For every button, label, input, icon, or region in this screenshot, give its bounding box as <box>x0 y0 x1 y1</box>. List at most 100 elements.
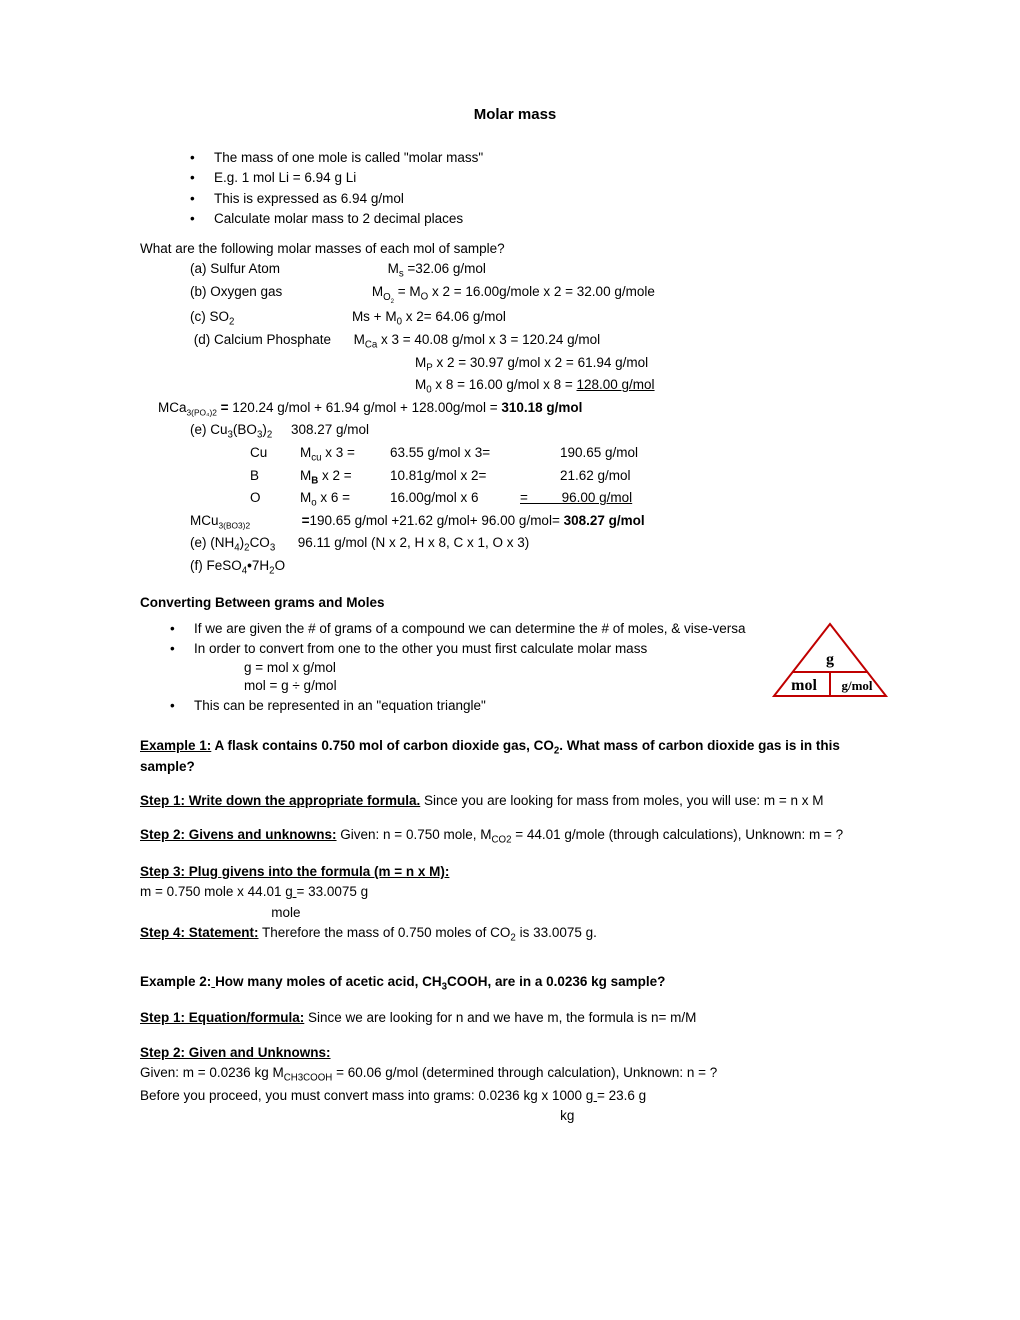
text: (e) (NH <box>190 535 234 550</box>
list-item: E.g. 1 mol Li = 6.94 g Li <box>190 169 890 187</box>
step-1: Step 1: Write down the appropriate formu… <box>140 792 890 810</box>
text: x 2 = 30.97 g/mol x 2 = 61.94 g/mol <box>433 355 648 370</box>
text: Mo x 6 = <box>300 489 390 510</box>
step-3-line1: m = 0.750 mole x 44.01 g = 33.0075 g <box>140 883 890 901</box>
text: CO <box>250 535 270 550</box>
text: In order to convert from one to the othe… <box>194 641 647 656</box>
text: Given: n = 0.750 mole, M <box>337 827 492 842</box>
document-page: Molar mass The mass of one mole is calle… <box>0 0 1020 1187</box>
step-heading: Step 2: Givens and unknowns: <box>140 827 337 842</box>
triangle-gmol-label: g/mol <box>841 678 872 693</box>
step-4: Step 4: Statement: Therefore the mass of… <box>140 924 890 945</box>
item-e: (e) Cu3(BO3)2 308.27 g/mol <box>190 421 890 442</box>
item-c: (c) SO2 Ms + M0 x 2= 64.06 g/mol <box>190 308 890 329</box>
text: m = 0.750 mole x 44.01 <box>140 884 285 899</box>
text: 190.65 g/mol +21.62 g/mol+ 96.00 g/mol= <box>310 513 564 528</box>
item-d-line3: M0 x 8 = 16.00 g/mol x 8 = 128.00 g/mol <box>415 376 890 397</box>
element-symbol: O <box>250 489 300 510</box>
list-item: This is expressed as 6.94 g/mol <box>190 190 890 208</box>
ex2-step-2-body: Given: m = 0.0236 kg MCH3COOH = 60.06 g/… <box>140 1064 890 1085</box>
text: Ms + M <box>352 309 397 324</box>
subscript: 3(BO3)2 <box>219 521 251 531</box>
example-label: Example 1: <box>140 738 211 753</box>
conversion-block: If we are given the # of grams of a comp… <box>140 620 890 727</box>
item-f: (f) FeSO4•7H2O <box>190 557 890 578</box>
text: Before you proceed, you must convert mas… <box>140 1088 586 1103</box>
step-2: Step 2: Givens and unknowns: Given: n = … <box>140 826 890 847</box>
item-e-sum: MCu3(BO3)2 =190.65 g/mol +21.62 g/mol+ 9… <box>190 512 890 532</box>
triangle-mol-label: mol <box>791 677 817 694</box>
item-d: (d) Calcium Phosphate MCa x 3 = 40.08 g/… <box>190 331 890 352</box>
question-intro: What are the following molar masses of e… <box>140 240 890 258</box>
text: MB x 2 = <box>300 467 390 488</box>
list-item: In order to convert from one to the othe… <box>170 640 770 695</box>
text: = 44.01 g/mole (through calculations), U… <box>511 827 843 842</box>
list-item: Calculate molar mass to 2 decimal places <box>190 210 890 228</box>
ex2-step-1: Step 1: Equation/formula: Since we are l… <box>140 1009 890 1027</box>
text: = <box>302 513 310 528</box>
page-title: Molar mass <box>140 105 890 125</box>
item-d-line2: MP x 2 = 30.97 g/mol x 2 = 61.94 g/mol <box>415 354 890 375</box>
example-2-heading: Example 2: How many moles of acetic acid… <box>140 973 890 994</box>
text: 16.00g/mol x 6 <box>390 489 520 510</box>
text: O <box>275 558 286 573</box>
subscript: CO2 <box>492 835 512 846</box>
cu-row: Cu Mcu x 3 = 63.55 g/mol x 3= 190.65 g/m… <box>250 444 890 465</box>
item-e2: (e) (NH4)2CO3 96.11 g/mol (N x 2, H x 8,… <box>190 534 890 555</box>
list-item: If we are given the # of grams of a comp… <box>170 620 770 638</box>
text: (e) Cu <box>190 422 228 437</box>
subscript: 3(PO₄)2 <box>187 408 217 418</box>
text: Since we are looking for n and we have m… <box>304 1010 696 1025</box>
text: g <box>586 1088 597 1103</box>
text: (BO <box>233 422 257 437</box>
text: x 2= 64.06 g/mol <box>402 309 506 324</box>
text: is 33.0075 g. <box>516 925 597 940</box>
step-heading: Step 4: Statement: <box>140 925 259 940</box>
text: (b) Oxygen gas <box>190 284 282 299</box>
example-label: Example 2: <box>140 974 211 989</box>
equation: g = mol x g/mol <box>244 659 770 677</box>
text: (c) SO <box>190 309 229 324</box>
subscript: O2 <box>383 292 394 303</box>
example-1-heading: Example 1: A flask contains 0.750 mol of… <box>140 737 890 776</box>
text: COOH, are in a 0.0236 kg sample? <box>447 974 665 989</box>
text: x 3 = 40.08 g/mol x 3 = 120.24 g/mol <box>377 332 600 347</box>
text: MCa <box>158 400 187 415</box>
list-item: The mass of one mole is called "molar ma… <box>190 149 890 167</box>
text: M <box>388 261 399 276</box>
ex2-conversion: Before you proceed, you must convert mas… <box>140 1087 890 1105</box>
section-heading: Converting Between grams and Moles <box>140 594 890 612</box>
subscript: Ca <box>365 339 377 350</box>
text: = <box>217 400 229 415</box>
step-3-line2: mole <box>140 904 890 922</box>
text: M <box>415 377 426 392</box>
ex2-kg-line: kg <box>140 1107 890 1125</box>
list-item: This can be represented in an "equation … <box>170 697 770 715</box>
element-symbol: B <box>250 467 300 488</box>
text: = 60.06 g/mol (determined through calcul… <box>332 1065 717 1080</box>
text: = M <box>394 284 421 299</box>
b-row: B MB x 2 = 10.81g/mol x 2= 21.62 g/mol <box>250 467 890 488</box>
text: How many moles of acetic acid, CH <box>215 974 442 989</box>
result: 308.27 g/mol <box>564 513 645 528</box>
text: M <box>415 355 426 370</box>
text: (d) Calcium Phosphate M <box>190 332 365 347</box>
text: x 2 = 16.00g/mole x 2 = 32.00 g/mole <box>428 284 655 299</box>
text: A flask contains 0.750 mol of carbon dio… <box>211 738 554 753</box>
subscript: 2 <box>229 317 234 328</box>
subscript: CH3COOH <box>284 1073 333 1084</box>
step-heading: Step 1: Equation/formula: <box>140 1010 304 1025</box>
result: 310.18 g/mol <box>501 400 582 415</box>
text: = 23.6 g <box>597 1088 646 1103</box>
equation-triangle: g mol g/mol <box>770 620 890 705</box>
text: x 8 = 16.00 g/mol x 8 = <box>432 377 577 392</box>
ex2-step-2-heading: Step 2: Given and Unknowns: <box>140 1044 890 1062</box>
underlined-value: 128.00 g/mol <box>577 377 655 392</box>
text: 190.65 g/mol <box>560 444 638 465</box>
text: Mcu x 3 = <box>300 444 390 465</box>
text: 21.62 g/mol <box>560 467 631 488</box>
text: 63.55 g/mol x 3= <box>390 444 560 465</box>
text: = 33.0075 g <box>296 884 368 899</box>
intro-bullet-list: The mass of one mole is called "molar ma… <box>190 149 890 228</box>
item-d-sum: MCa3(PO₄)2 = 120.24 g/mol + 61.94 g/mol … <box>158 399 890 419</box>
